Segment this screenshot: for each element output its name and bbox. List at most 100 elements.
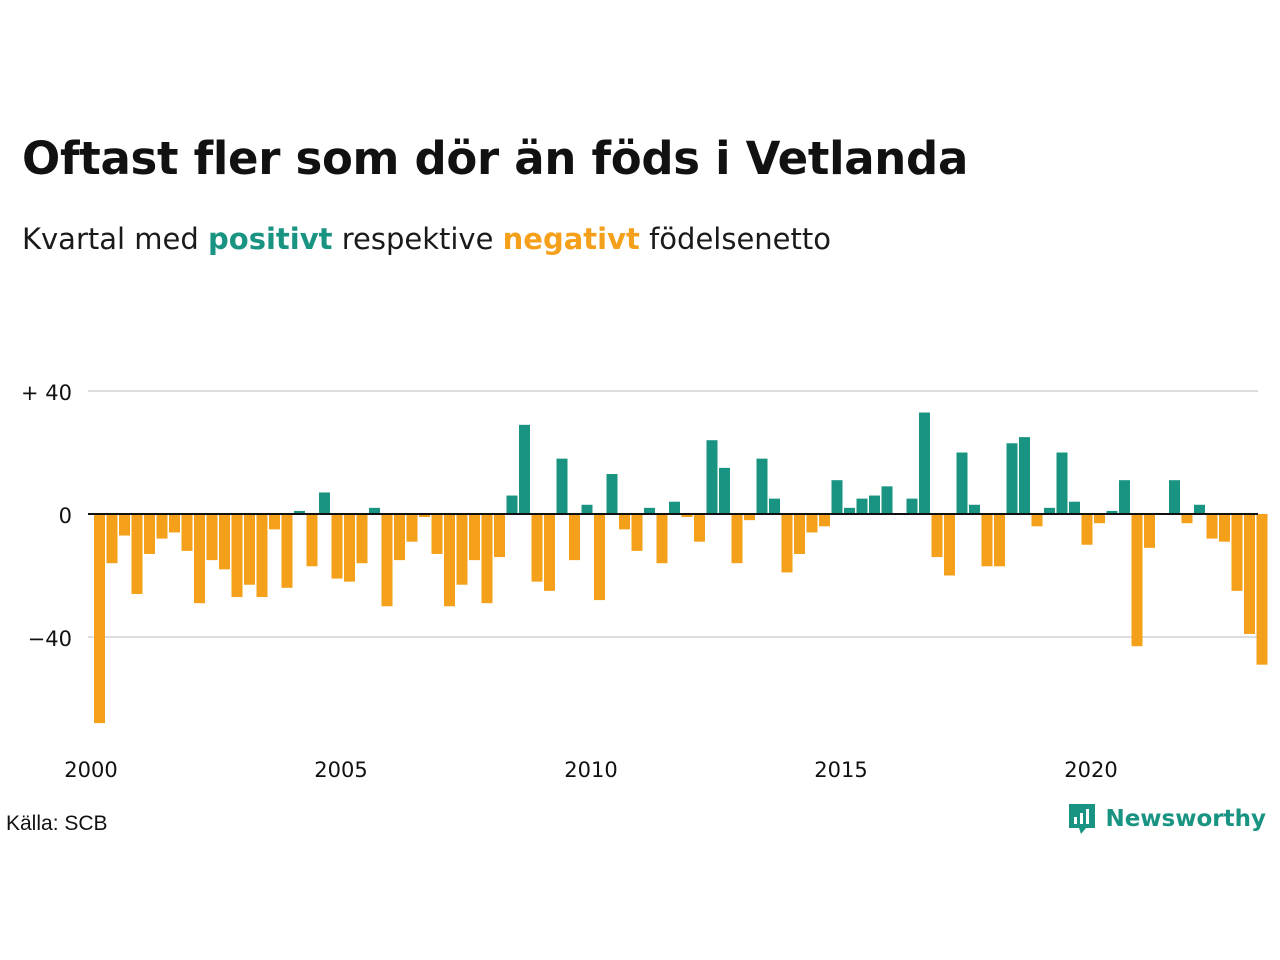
bar	[719, 467, 730, 514]
x-tick-label: 2020	[1064, 758, 1117, 782]
bar	[1044, 507, 1055, 514]
bar	[831, 480, 843, 514]
bar	[619, 514, 630, 530]
bar	[969, 504, 980, 514]
bar	[394, 514, 405, 561]
bar	[231, 514, 243, 598]
y-tick-label: + 40	[21, 381, 72, 405]
bar	[506, 495, 518, 514]
bar	[419, 514, 430, 518]
bar	[206, 514, 218, 561]
x-tick-label: 2000	[64, 758, 117, 782]
bar	[94, 514, 105, 724]
subtitle-positive: positivt	[208, 222, 333, 256]
bar	[756, 458, 768, 514]
bar	[994, 514, 1005, 567]
bar	[781, 514, 793, 573]
bar	[869, 495, 880, 514]
bar	[456, 514, 468, 585]
subtitle-prefix: Kvartal med	[22, 222, 199, 256]
bar	[944, 514, 955, 576]
x-tick-label: 2015	[814, 758, 867, 782]
bar	[144, 514, 155, 554]
bar	[956, 452, 968, 514]
bar	[919, 412, 930, 514]
bar	[1069, 501, 1080, 514]
bar	[644, 507, 655, 514]
bar	[1206, 514, 1218, 539]
bar	[669, 501, 680, 514]
brand-name: Newsworthy	[1105, 806, 1266, 832]
bar	[931, 514, 943, 558]
bar	[744, 514, 755, 521]
bar	[444, 514, 455, 607]
bar	[806, 514, 818, 533]
bar	[556, 458, 568, 514]
bar	[1031, 514, 1043, 527]
bar	[606, 474, 618, 514]
bar	[1106, 510, 1118, 514]
bar	[769, 498, 780, 514]
bar	[344, 514, 355, 582]
brand: Newsworthy	[1067, 802, 1266, 836]
bar	[381, 514, 393, 607]
bar	[406, 514, 418, 542]
bar	[431, 514, 443, 554]
bar	[1019, 437, 1030, 514]
bar	[269, 514, 280, 530]
bar	[819, 514, 830, 527]
bar	[294, 510, 305, 514]
bar	[581, 504, 593, 514]
bar	[631, 514, 643, 551]
bar	[706, 440, 718, 514]
y-tick-label: −40	[28, 627, 72, 651]
bar	[569, 514, 580, 561]
source-note: Källa: SCB	[6, 812, 108, 835]
bar	[1094, 514, 1105, 524]
bar	[1231, 514, 1243, 591]
bar	[1081, 514, 1093, 545]
bar	[981, 514, 993, 567]
bar	[356, 514, 368, 564]
bar	[856, 498, 868, 514]
bar	[306, 514, 318, 567]
y-tick-label: 0	[59, 504, 72, 528]
bar	[1256, 514, 1268, 665]
bar	[219, 514, 230, 570]
bar	[244, 514, 255, 585]
bar	[481, 514, 493, 604]
bar	[519, 424, 530, 514]
bar	[1131, 514, 1143, 647]
bar	[256, 514, 268, 598]
bar	[594, 514, 605, 601]
bar	[331, 514, 343, 579]
bar	[881, 486, 893, 514]
bar	[731, 514, 743, 564]
bar	[156, 514, 168, 539]
x-tick-label: 2005	[314, 758, 367, 782]
bar	[369, 507, 380, 514]
bar	[544, 514, 555, 591]
bar	[319, 492, 330, 514]
bar	[906, 498, 918, 514]
x-tick-label: 2010	[564, 758, 617, 782]
subtitle-negative: negativt	[502, 222, 640, 256]
bar	[1194, 504, 1205, 514]
subtitle-middle: respektive	[341, 222, 494, 256]
bar	[281, 514, 293, 588]
bar	[131, 514, 143, 594]
bar	[794, 514, 805, 554]
bar	[656, 514, 668, 564]
bar	[194, 514, 205, 604]
bar	[1181, 514, 1193, 524]
newsworthy-logo-icon	[1069, 804, 1096, 834]
bar-chart: + 40 0 −40 2000 2005 2010 2015 2020	[21, 381, 1268, 782]
chart-subtitle: Kvartal med positivt respektive negativt…	[22, 222, 831, 256]
subtitle-suffix: födelsenetto	[649, 222, 831, 256]
bar	[1244, 514, 1255, 634]
bar	[1006, 443, 1018, 514]
bar	[1056, 452, 1068, 514]
bar	[106, 514, 118, 564]
bar	[844, 507, 855, 514]
bar	[1119, 480, 1130, 514]
